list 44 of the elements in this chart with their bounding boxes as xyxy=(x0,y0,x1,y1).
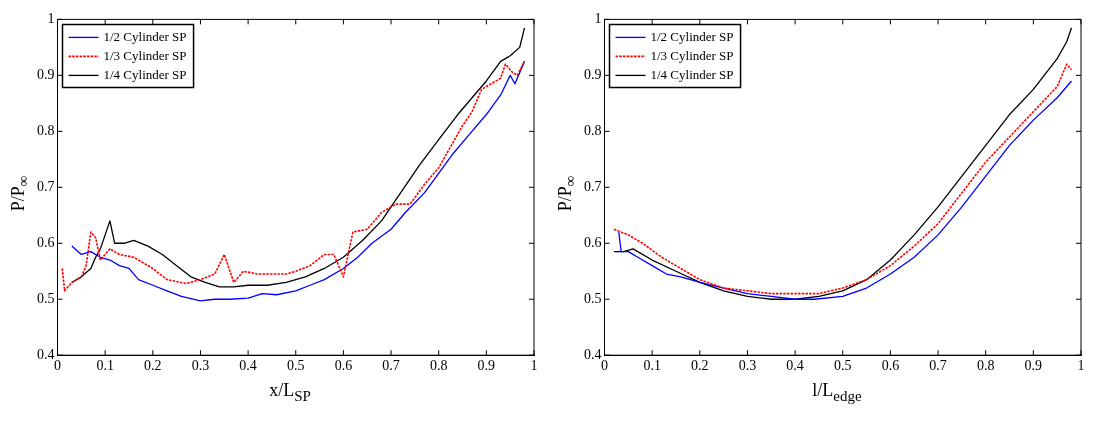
x-tick-label: 0.3 xyxy=(738,358,757,374)
y-tick-label: 0.4 xyxy=(37,346,55,362)
x-tick-label: 0.2 xyxy=(691,358,709,374)
y-tick-label: 0.7 xyxy=(37,178,55,194)
x-tick-label: 0.2 xyxy=(144,358,162,374)
x-tick-label: 0.8 xyxy=(429,358,448,374)
x-tick-label: 0.3 xyxy=(191,358,210,374)
x-tick-label: 1 xyxy=(1077,358,1085,374)
legend-label: 1/3 Cylinder SP xyxy=(103,47,187,63)
y-tick-label: 0.5 xyxy=(37,290,55,306)
y-tick-label: 0.9 xyxy=(37,67,55,83)
y-tick-label: 0.8 xyxy=(584,123,602,139)
y-tick-label: 0.8 xyxy=(37,123,55,139)
x-tick-label: 1 xyxy=(530,358,538,374)
y-tick-label: 0.5 xyxy=(584,290,602,306)
x-tick-label: 0.9 xyxy=(477,358,496,374)
y-tick-label: 0.4 xyxy=(584,346,602,362)
x-tick-label: 0.7 xyxy=(929,358,947,374)
x-tick-label: 0.8 xyxy=(976,358,995,374)
x-tick-label: 0.5 xyxy=(287,358,305,374)
y-tick-label: 0.6 xyxy=(37,234,55,250)
x-tick-label: 0.4 xyxy=(786,358,804,374)
y-tick-label: 1 xyxy=(47,11,55,27)
x-axis-title: x/L$_{SP}$ xyxy=(268,380,312,405)
legend-label: 1/2 Cylinder SP xyxy=(650,28,734,44)
legend-label: 1/3 Cylinder SP xyxy=(650,47,734,63)
x-tick-label: 0.5 xyxy=(834,358,852,374)
y-tick-label: 0.7 xyxy=(584,178,602,194)
x-tick-label: 0.9 xyxy=(1024,358,1043,374)
x-tick-label: 0.7 xyxy=(382,358,400,374)
x-tick-label: 0.4 xyxy=(239,358,257,374)
x-tick-label: 0.6 xyxy=(334,358,353,374)
y-tick-label: 0.6 xyxy=(584,234,602,250)
legend-label: 1/4 Cylinder SP xyxy=(650,66,734,82)
x-tick-label: 0.6 xyxy=(881,358,900,374)
y-tick-label: 0.9 xyxy=(584,67,602,83)
legend-label: 1/4 Cylinder SP xyxy=(103,66,187,82)
x-tick-label: 0.1 xyxy=(96,358,114,374)
x-axis-title: l/L$_{edge}$ xyxy=(811,380,863,405)
y-tick-label: 1 xyxy=(594,11,602,27)
x-tick-label: 0 xyxy=(54,358,61,374)
x-tick-label: 0.1 xyxy=(643,358,661,374)
x-tick-label: 0 xyxy=(601,358,608,374)
legend-label: 1/2 Cylinder SP xyxy=(103,28,187,44)
